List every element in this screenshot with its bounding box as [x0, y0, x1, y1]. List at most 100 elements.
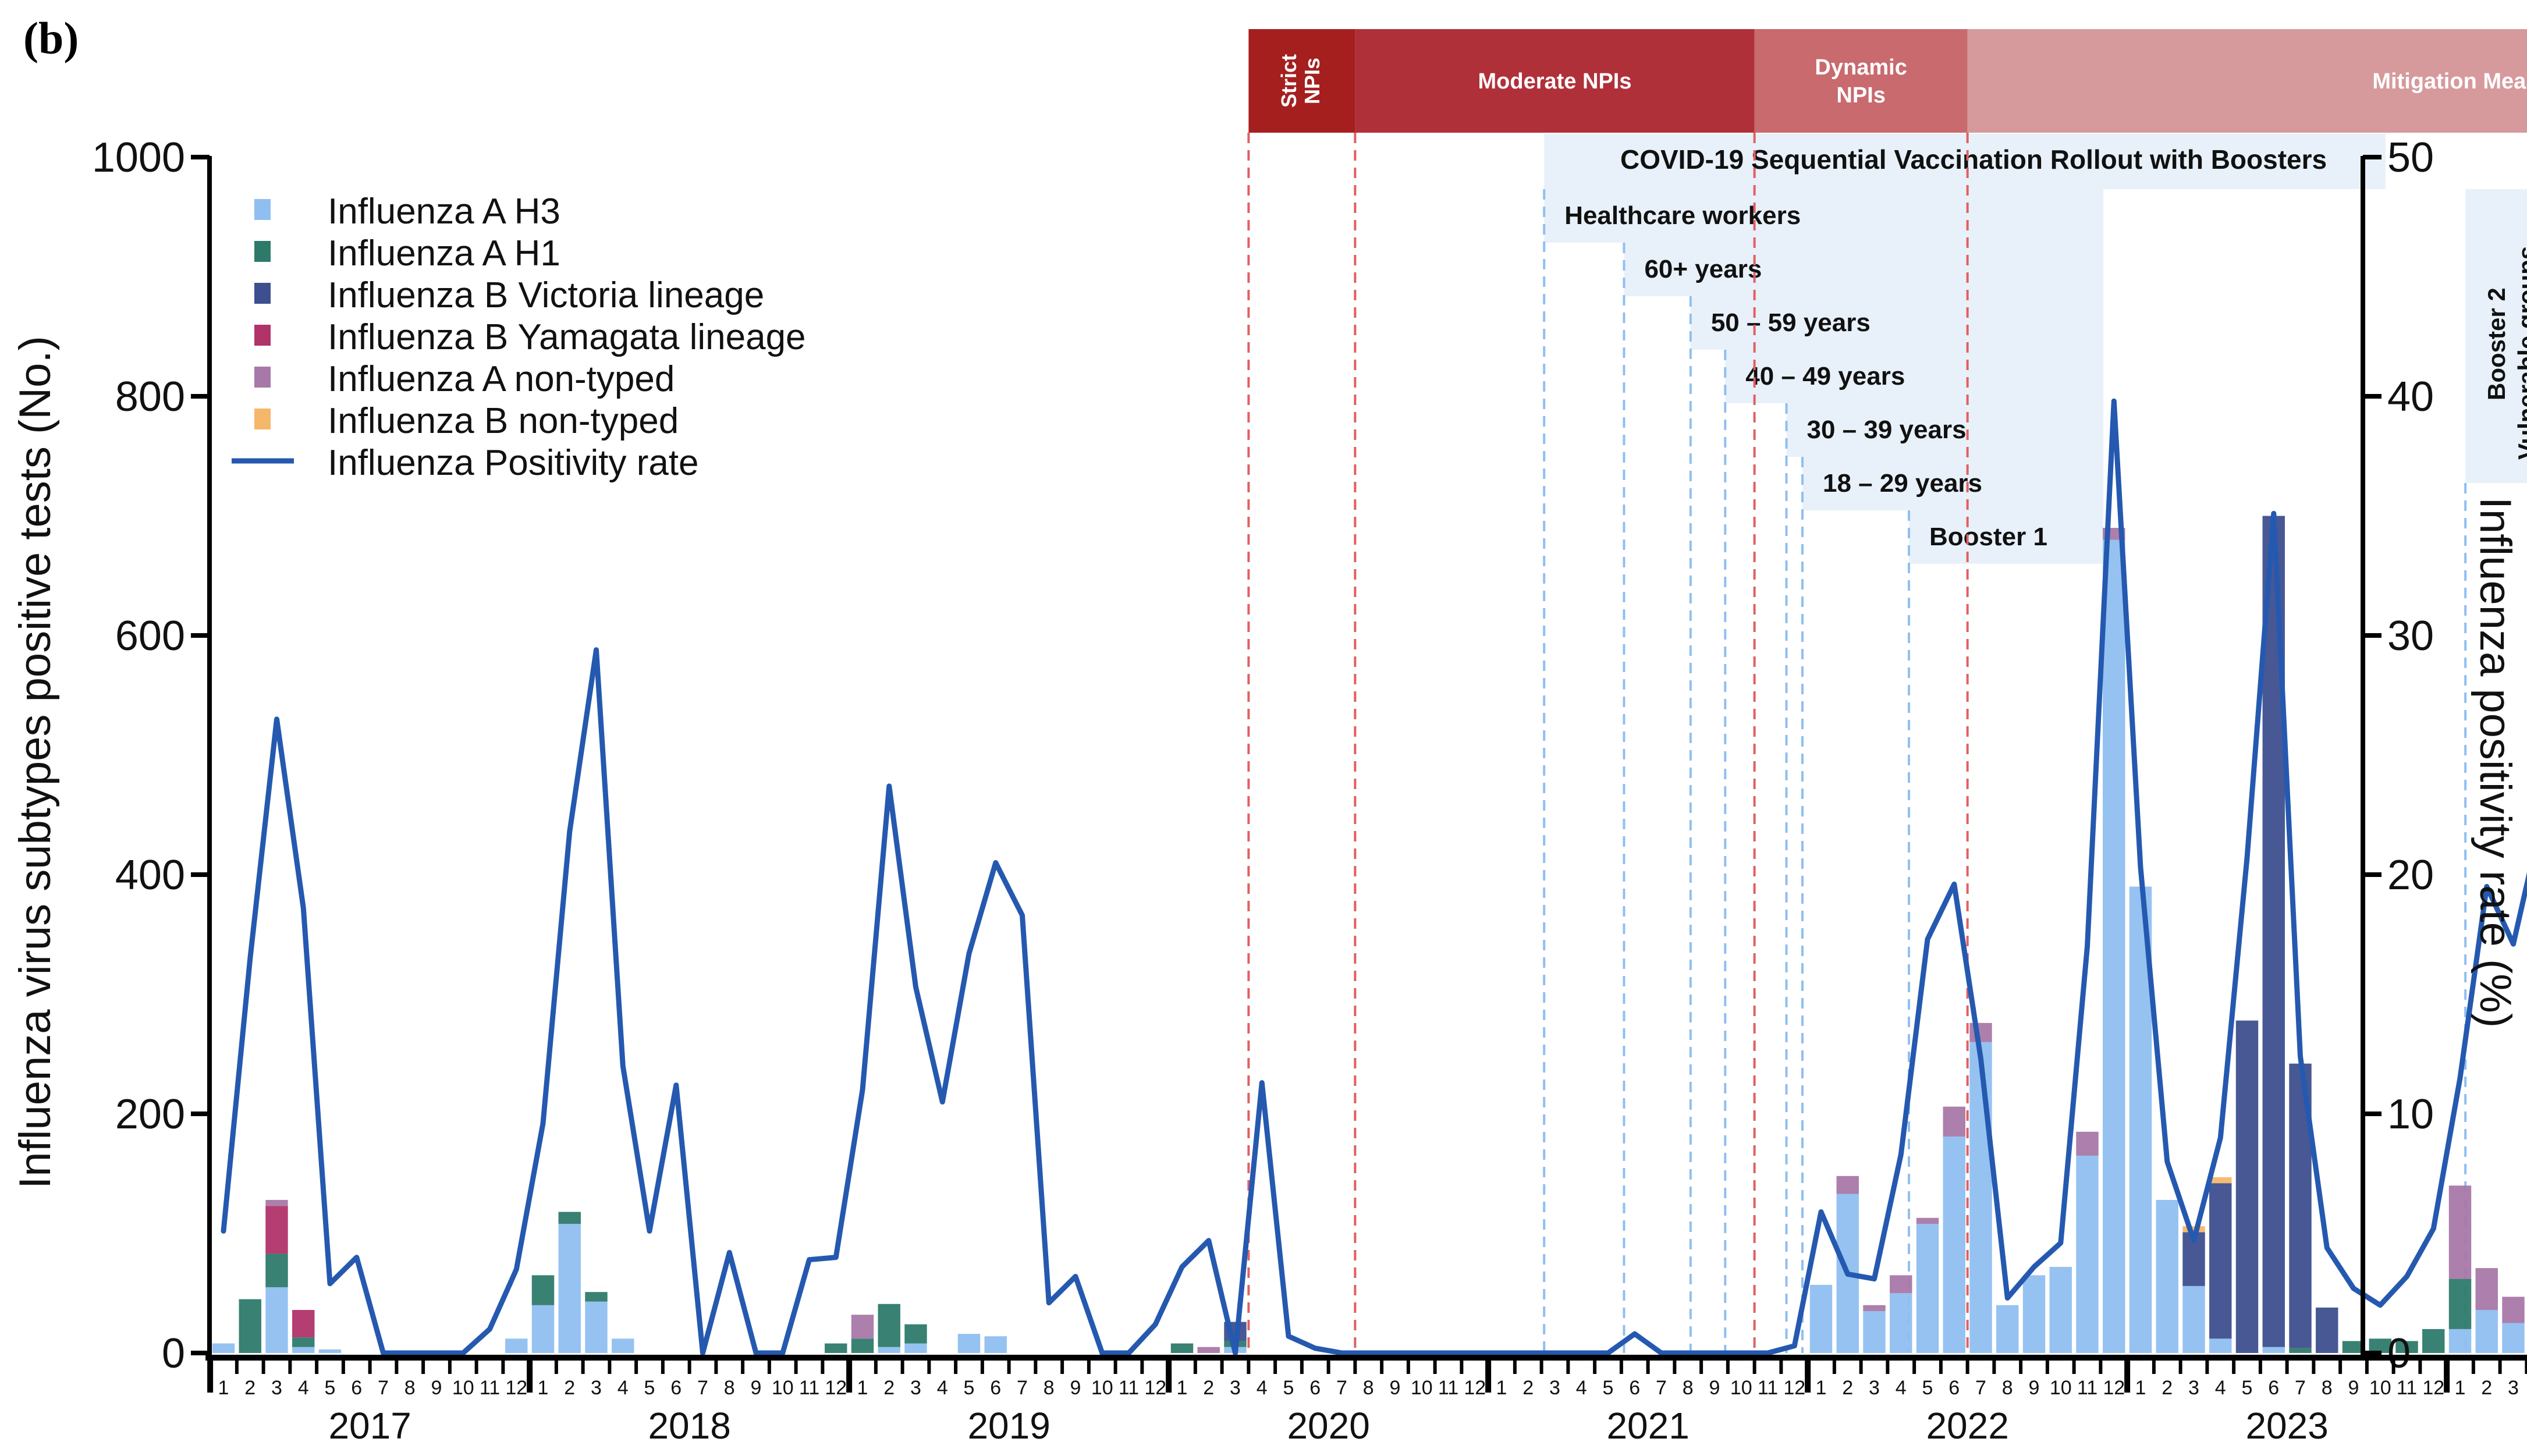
vaccination-group-label: 40 – 49 years — [1745, 362, 1905, 390]
year-label: 2019 — [967, 1405, 1050, 1447]
month-tick-label: 3 — [1869, 1377, 1880, 1399]
bar-h3 — [2262, 1347, 2285, 1353]
bar-a_nontyped — [1836, 1176, 1859, 1194]
vaccination-group-box — [1690, 296, 2103, 350]
npi-phase-label: Moderate NPIs — [1478, 69, 1632, 94]
bar-a_nontyped — [1916, 1217, 1939, 1224]
bar-a_nontyped — [2076, 1131, 2099, 1156]
month-tick-label: 6 — [1629, 1377, 1640, 1399]
bar-h3 — [2076, 1155, 2099, 1353]
year-label: 2017 — [328, 1405, 411, 1447]
bar-h3 — [505, 1338, 528, 1353]
vaccination-group-label: 30 – 39 years — [1807, 416, 1967, 444]
legend-swatch-byam — [254, 325, 271, 346]
month-tick-label: 9 — [1390, 1377, 1401, 1399]
bar-h1 — [265, 1253, 288, 1287]
bar-h1 — [2289, 1348, 2312, 1353]
month-tick-label: 4 — [617, 1377, 629, 1399]
bar-h3 — [2448, 1329, 2472, 1353]
bar-a_nontyped — [1890, 1275, 1912, 1294]
bar-a_nontyped — [2448, 1185, 2472, 1279]
legend-label: Influenza A non-typed — [328, 359, 675, 399]
month-tick-label: 7 — [378, 1377, 389, 1399]
month-tick-label: 4 — [937, 1377, 948, 1399]
y2-tick-label: 0 — [2387, 1330, 2411, 1377]
month-tick-label: 7 — [697, 1377, 708, 1399]
vaccination-group-box — [1725, 350, 2103, 403]
month-tick-label: 10 — [452, 1377, 474, 1399]
month-tick-label: 3 — [910, 1377, 921, 1399]
month-tick-label: 3 — [271, 1377, 282, 1399]
month-tick-label: 1 — [1496, 1377, 1507, 1399]
booster2-label-line-2: Vulnerable groups — [2513, 246, 2527, 460]
bar-h1 — [878, 1304, 900, 1347]
npi-phase-label-line-2: NPIs — [1836, 83, 1885, 108]
month-tick-label: 11 — [799, 1377, 819, 1399]
month-tick-label: 12 — [825, 1377, 847, 1399]
bar-h3 — [2156, 1199, 2178, 1353]
bar-h3 — [878, 1347, 900, 1353]
vaccination-title: COVID-19 Sequential Vaccination Rollout … — [1620, 144, 2327, 175]
month-tick-label: 6 — [351, 1377, 362, 1399]
bar-b_nontyped — [2182, 1226, 2205, 1233]
y-axis-title: Influenza virus subtypes positive tests … — [10, 336, 60, 1189]
month-tick-label: 6 — [2268, 1377, 2279, 1399]
bar-a_nontyped — [1863, 1305, 1886, 1312]
month-tick-label: 12 — [1464, 1377, 1486, 1399]
vaccination-group-box — [1908, 510, 2103, 564]
month-tick-label: 5 — [1603, 1377, 1614, 1399]
month-tick-label: 12 — [1783, 1377, 1805, 1399]
bar-h1 — [239, 1299, 261, 1353]
year-label: 2018 — [648, 1405, 730, 1447]
month-tick-label: 10 — [1091, 1377, 1113, 1399]
legend-swatch-h3 — [254, 199, 271, 220]
bar-h3 — [2475, 1310, 2498, 1353]
month-tick-label: 11 — [2397, 1377, 2417, 1399]
y2-tick-label: 50 — [2387, 134, 2434, 181]
month-tick-label: 9 — [751, 1377, 762, 1399]
npi-phase-box — [1967, 29, 2527, 133]
bar-h3 — [957, 1334, 981, 1353]
month-tick-label: 10 — [1411, 1377, 1433, 1399]
bar-h3 — [2049, 1267, 2072, 1353]
bar-bvic — [2316, 1307, 2338, 1353]
month-tick-label: 8 — [1683, 1377, 1694, 1399]
month-tick-label: 10 — [772, 1377, 794, 1399]
bar-h3 — [1809, 1284, 1833, 1353]
month-tick-label: 2 — [1842, 1377, 1853, 1399]
year-label: 2022 — [1926, 1405, 2008, 1447]
month-tick-label: 12 — [505, 1377, 527, 1399]
month-tick-label: 9 — [1070, 1377, 1081, 1399]
vaccination-rollout: Healthcare workers 60+ years 50 – 59 years… — [1543, 134, 2527, 1353]
npi-phase-box — [1754, 29, 1968, 133]
month-tick-label: 8 — [724, 1377, 735, 1399]
month-tick-label: 9 — [2029, 1377, 2040, 1399]
month-tick-label: 2 — [1522, 1377, 1534, 1399]
positivity-line — [221, 398, 2527, 1356]
npi-phase-label: Mitigation Measures — [2372, 69, 2527, 94]
y2-axis-title: Influenza positivity rate (%) — [2471, 497, 2520, 1028]
vaccination-group-box — [1544, 189, 2103, 243]
bar-h1 — [292, 1337, 315, 1347]
month-tick-label: 6 — [990, 1377, 1001, 1399]
month-tick-label: 5 — [964, 1377, 975, 1399]
bar-a_nontyped — [851, 1315, 874, 1339]
month-tick-label: 1 — [2135, 1377, 2146, 1399]
npi-phase-label-line-1: Strict — [1277, 54, 1301, 108]
bar-byam — [292, 1310, 315, 1338]
y-tick-label: 200 — [115, 1091, 185, 1138]
month-tick-label: 11 — [2077, 1377, 2097, 1399]
bar-h1 — [531, 1275, 555, 1305]
bar-h3 — [1969, 1042, 1992, 1353]
month-tick-label: 2 — [564, 1377, 575, 1399]
month-tick-label: 10 — [2369, 1377, 2391, 1399]
month-tick-label: 3 — [1230, 1377, 1241, 1399]
bar-h3 — [2022, 1275, 2046, 1353]
month-tick-label: 7 — [1336, 1377, 1347, 1399]
legend-label: Influenza B non-typed — [328, 401, 679, 441]
vaccination-group-label: Booster 1 — [1929, 523, 2047, 551]
month-tick-label: 2 — [2162, 1377, 2173, 1399]
bar-h3 — [212, 1343, 235, 1353]
